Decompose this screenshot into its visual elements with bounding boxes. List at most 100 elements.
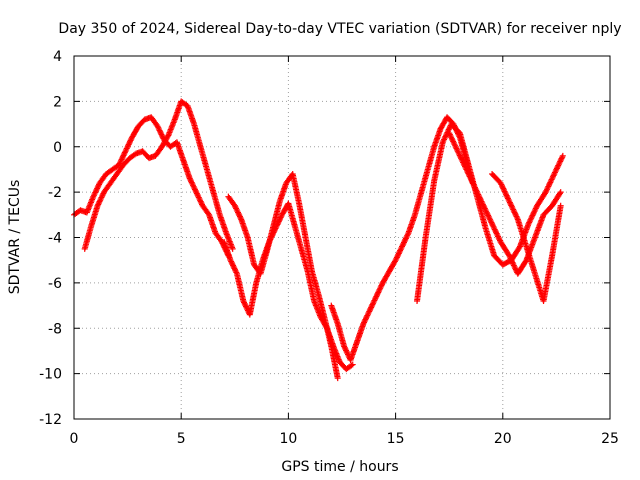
- series-sat-e: [328, 114, 476, 364]
- data-point: [440, 137, 447, 144]
- series-sat-a: [71, 114, 232, 259]
- data-point: [530, 209, 537, 216]
- data-point: [189, 182, 196, 189]
- data-point: [509, 205, 516, 212]
- data-point: [90, 193, 97, 200]
- data-point: [525, 220, 532, 227]
- data-point: [402, 235, 409, 242]
- y-axis-ticks: -12 -10 -8 -6 -4 -2 0 2 4: [39, 49, 610, 428]
- data-point: [229, 245, 236, 252]
- data-point: [451, 141, 458, 148]
- data-point: [461, 162, 468, 169]
- data-point: [97, 197, 104, 204]
- data-point: [483, 209, 490, 216]
- data-point: [453, 145, 460, 152]
- data-point: [93, 186, 100, 193]
- data-point: [242, 302, 249, 309]
- data-point: [197, 197, 204, 204]
- data-point: [194, 191, 201, 198]
- data-point: [549, 173, 556, 180]
- data-point: [364, 312, 371, 319]
- data-point: [365, 309, 372, 316]
- data-point: [395, 251, 402, 258]
- x-tick-label: 25: [601, 431, 619, 447]
- y-tick-label: 2: [53, 94, 62, 110]
- data-point: [506, 198, 513, 205]
- data-point: [556, 190, 563, 197]
- data-point: [154, 123, 161, 130]
- data-point: [188, 178, 195, 185]
- data-point: [348, 362, 355, 369]
- data-point: [442, 133, 449, 140]
- data-point: [498, 182, 505, 189]
- data-point: [507, 255, 514, 262]
- data-point: [491, 225, 498, 232]
- data-point: [473, 188, 480, 195]
- data-point: [241, 299, 248, 306]
- data-point: [458, 155, 465, 162]
- data-point: [532, 205, 539, 212]
- data-point: [485, 212, 492, 219]
- data-point: [465, 172, 472, 179]
- data-point: [470, 181, 477, 188]
- data-point: [506, 254, 513, 261]
- data-point: [94, 202, 101, 209]
- data-point: [490, 223, 497, 230]
- data-point: [379, 281, 386, 288]
- data-point: [394, 253, 401, 260]
- data-point: [228, 258, 235, 265]
- data-point: [452, 142, 459, 149]
- data-point: [363, 315, 370, 322]
- data-point: [360, 320, 367, 327]
- series-sat-b: [81, 98, 236, 252]
- data-point: [506, 252, 513, 259]
- data-point: [545, 182, 552, 189]
- data-point: [196, 195, 203, 202]
- data-point: [366, 307, 373, 314]
- data-point: [501, 188, 508, 195]
- data-point: [164, 133, 171, 140]
- data-point: [96, 198, 103, 205]
- data-point: [193, 190, 200, 197]
- data-point: [94, 184, 101, 191]
- data-point: [481, 204, 488, 211]
- data-point: [404, 231, 411, 238]
- data-point: [392, 257, 399, 264]
- data-point: [99, 193, 106, 200]
- data-point: [454, 146, 461, 153]
- x-tick-label: 10: [279, 431, 297, 447]
- data-point: [368, 303, 375, 310]
- data-point: [244, 306, 251, 313]
- data-point: [198, 200, 205, 207]
- data-point: [487, 218, 494, 225]
- data-point: [471, 184, 478, 191]
- data-point: [559, 154, 566, 161]
- data-point: [450, 139, 457, 146]
- data-point: [512, 210, 519, 217]
- data-point: [543, 187, 550, 194]
- data-point: [505, 196, 512, 203]
- data-point: [478, 198, 485, 205]
- data-point: [498, 181, 505, 188]
- data-point: [492, 227, 499, 234]
- y-tick-label: -10: [39, 367, 62, 383]
- data-point: [496, 236, 503, 243]
- data-point: [193, 189, 200, 196]
- data-point: [493, 230, 500, 237]
- x-tick-label: 20: [494, 431, 512, 447]
- data-point: [189, 180, 196, 187]
- data-point: [476, 194, 483, 201]
- y-tick-label: -12: [39, 412, 62, 428]
- data-point: [344, 350, 351, 357]
- data-point: [370, 298, 377, 305]
- data-point: [448, 135, 455, 142]
- data-point: [467, 176, 474, 183]
- data-point: [120, 152, 127, 159]
- data-point: [463, 166, 470, 173]
- y-tick-label: -4: [48, 231, 62, 247]
- data-point: [372, 294, 379, 301]
- data-point: [235, 209, 242, 216]
- data-point: [465, 170, 472, 177]
- data-point: [195, 194, 202, 201]
- data-point: [128, 136, 135, 143]
